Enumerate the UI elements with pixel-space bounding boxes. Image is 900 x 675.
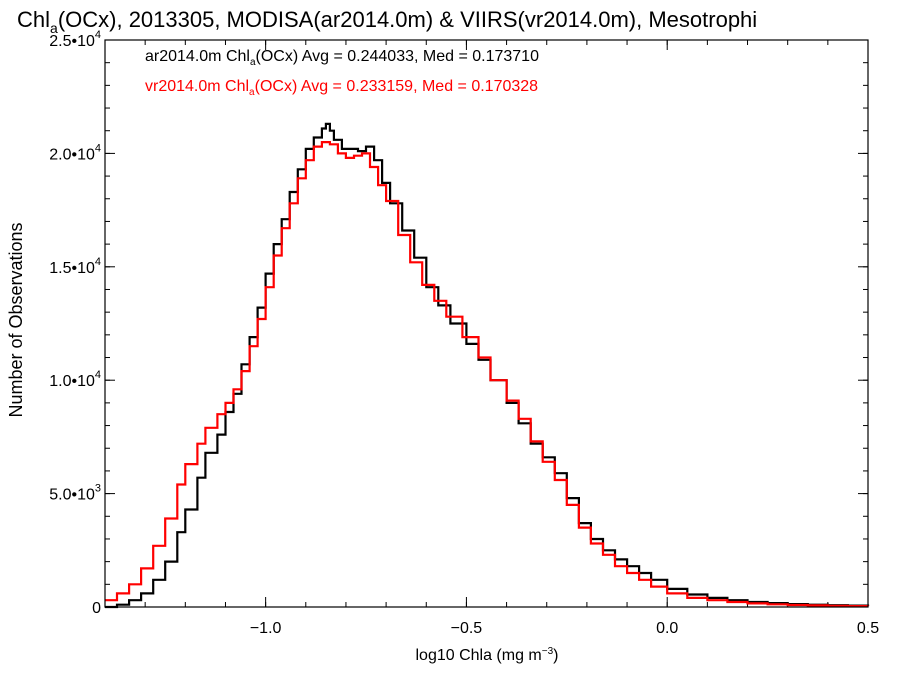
legend-entry-0: ar2014.0m Chla(OCx) Avg = 0.244033, Med … (145, 48, 539, 68)
chart-title: Chla(OCx), 2013305, MODISA(ar2014.0m) & … (17, 7, 757, 36)
y-tick-exponent: 4 (95, 256, 101, 268)
y-tick-mantissa: 2.0•10 (49, 146, 95, 163)
x-tick-label: 0.0 (656, 620, 678, 637)
legend-entry-1-sub: a (249, 87, 255, 98)
y-tick-label: 2.0•104 (49, 142, 101, 163)
legend-entry-1: vr2014.0m Chla(OCx) Avg = 0.233159, Med … (145, 78, 538, 98)
y-tick-mantissa: 5.0•10 (49, 487, 95, 504)
series-line-1 (105, 141, 870, 608)
y-tick-label: 5.0•103 (49, 483, 101, 504)
x-axis-label-close: ) (553, 647, 558, 664)
y-tick-label: 1.5•104 (49, 256, 101, 277)
legend-entry-0-post: (OCx) Avg = 0.244033, Med = 0.173710 (256, 48, 540, 65)
y-tick-mantissa: 1.0•10 (49, 373, 95, 390)
y-tick-label: 1.0•104 (49, 369, 101, 390)
legend-entry-1-post: (OCx) Avg = 0.233159, Med = 0.170328 (255, 78, 539, 95)
legend-entry-0-pre: ar2014.0m Chl (145, 48, 250, 65)
x-tick-label: 0.5 (857, 620, 879, 637)
y-tick-exponent: 3 (95, 483, 101, 495)
y-tick-exponent: 4 (95, 142, 101, 154)
chart-title-subscript: a (50, 20, 58, 36)
x-tick-label: −1.0 (250, 620, 282, 637)
axis-ticks: −1.0 −0.5 0.0 0.505.0•1031.0•1041.5•1042.0•… (49, 29, 879, 637)
series-group (105, 122, 870, 609)
y-tick-mantissa: 2.5•10 (49, 33, 95, 50)
legend-entry-0-sub: a (250, 57, 256, 68)
y-axis-label: Number of Observations (6, 222, 26, 417)
x-axis-label: log10 Chla (mg m−3) (415, 646, 558, 664)
x-axis-label-sup: −3 (542, 646, 554, 657)
y-tick-exponent: 4 (95, 29, 101, 41)
y-tick-label: 2.5•104 (49, 29, 101, 50)
legend-entry-1-pre: vr2014.0m Chl (145, 78, 249, 95)
y-tick-mantissa: 1.5•10 (49, 260, 95, 277)
x-tick-label: −0.5 (451, 620, 483, 637)
chart-title-rest: (OCx), 2013305, MODISA(ar2014.0m) & VIIR… (58, 7, 757, 32)
y-tick-exponent: 4 (95, 369, 101, 381)
y-tick-label: 0 (92, 600, 101, 617)
x-axis-label-main: log10 Chla (mg m (415, 647, 541, 664)
series-line-0 (105, 122, 870, 609)
plot-frame (104, 39, 869, 608)
chart-title-prefix: Chl (17, 7, 50, 32)
